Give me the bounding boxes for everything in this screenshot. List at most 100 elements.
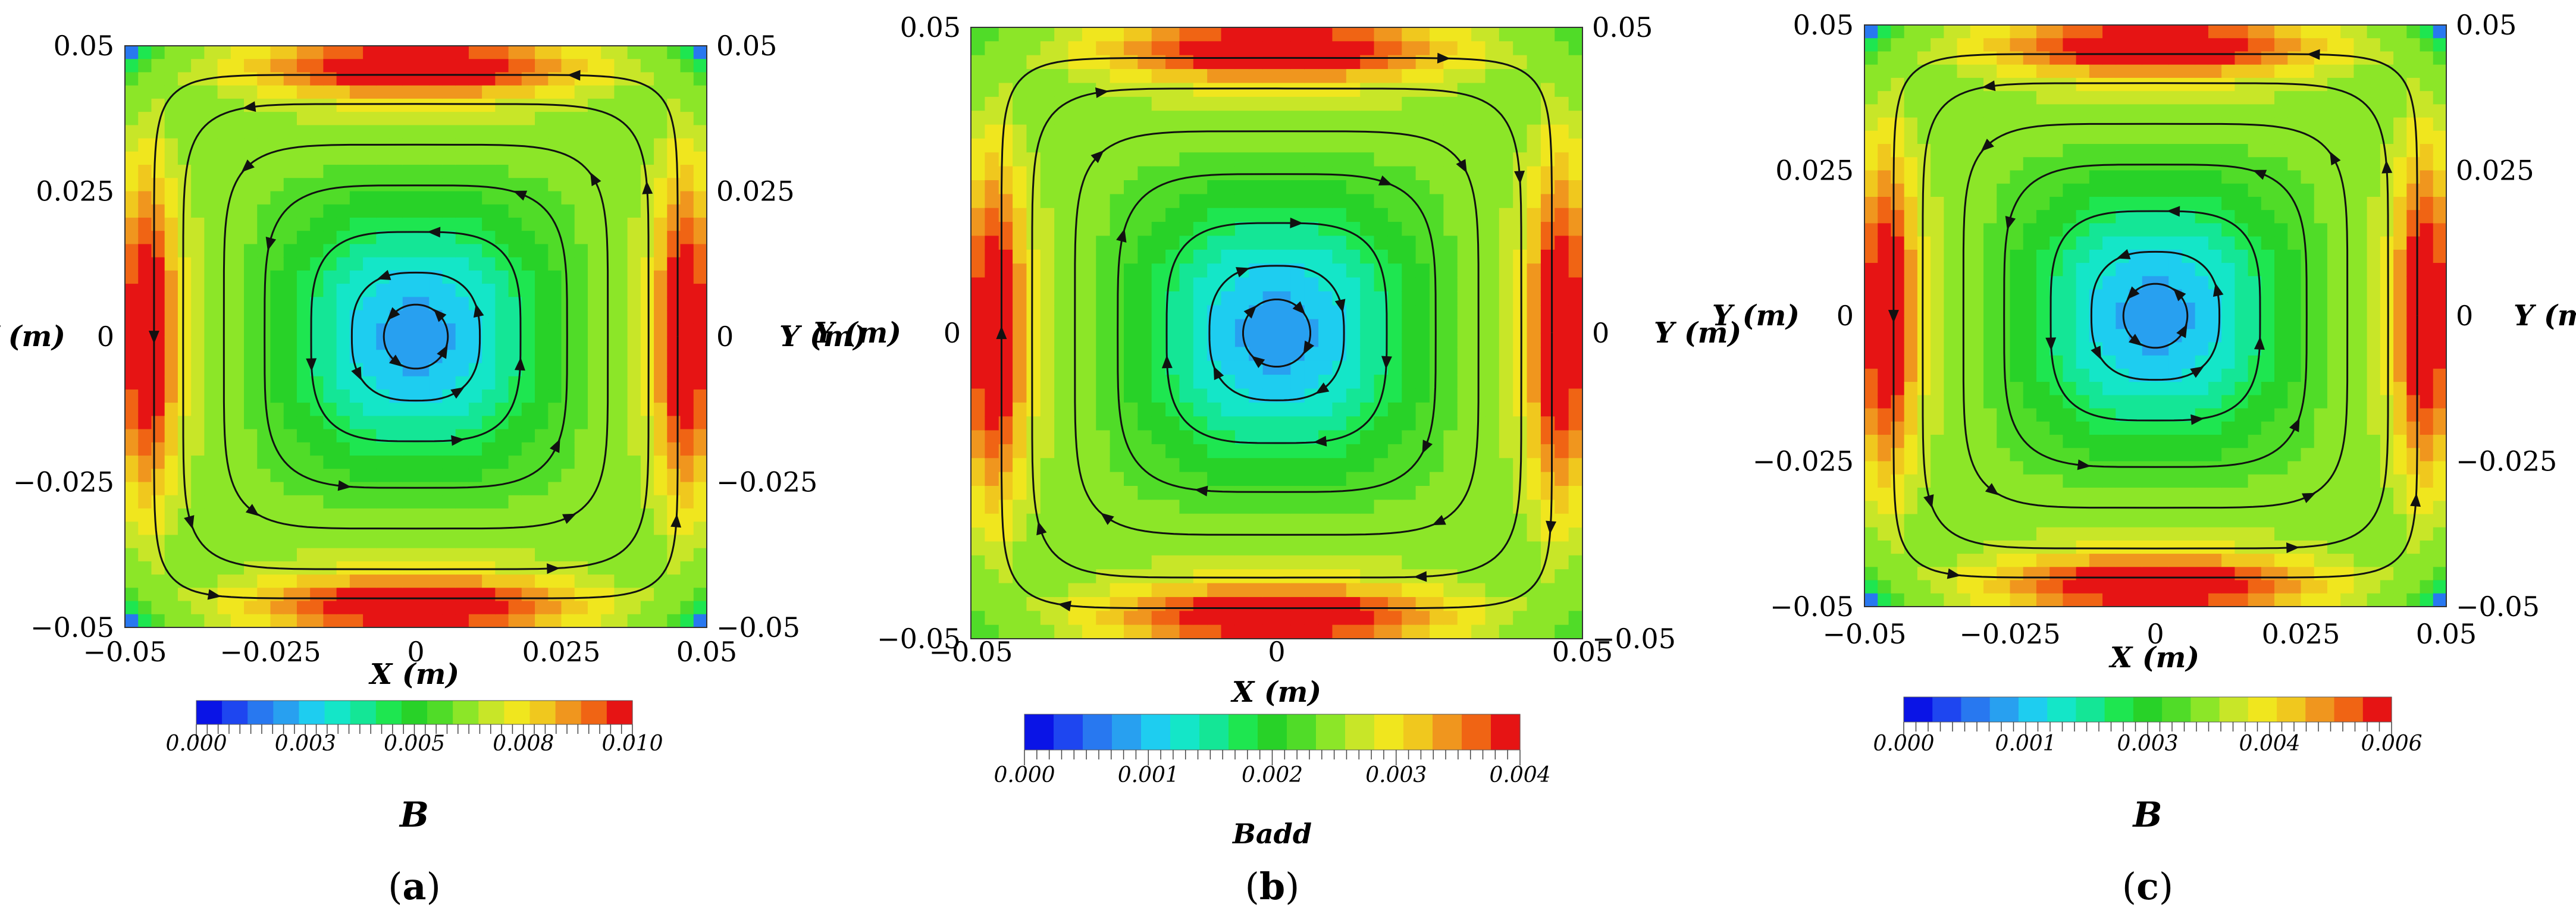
y-tick-label-left: −0.025: [1753, 445, 1854, 478]
flow-arrow: [1251, 356, 1265, 368]
flow-arrow: [1432, 514, 1446, 526]
flow-arrow: [1456, 159, 1467, 173]
flow-arrow: [1982, 80, 1996, 92]
flow-arrow: [1422, 439, 1433, 454]
colorbar-swatch: [1904, 697, 1933, 722]
streamline: [1242, 299, 1311, 368]
x-tick-label: 0: [407, 636, 424, 668]
flow-arrow: [245, 504, 259, 516]
colorbar-swatch: [2076, 697, 2105, 722]
flow-arrow: [1116, 228, 1127, 243]
y-axis-label-left: Y (m): [814, 316, 901, 350]
x-tick-label: 0.025: [2262, 618, 2340, 650]
y-tick-label-right: 0.025: [716, 175, 795, 208]
flow-arrow: [513, 190, 528, 201]
colorbar-swatch: [2305, 697, 2335, 722]
x-axis-label: X (m): [2108, 641, 2199, 674]
colorbar-swatch: [222, 701, 248, 724]
streamline: [2049, 210, 2261, 422]
flow-arrow: [567, 70, 581, 81]
flow-arrow: [2116, 249, 2131, 259]
y-tick-label-right: 0.025: [2456, 155, 2534, 187]
flow-arrow: [2045, 337, 2057, 351]
panel-label: (c): [2122, 865, 2173, 908]
y-tick-label-right: 0: [716, 321, 734, 353]
flow-arrow: [451, 435, 465, 446]
colorbar-tick-label: 0.006: [2361, 732, 2422, 756]
flow-arrow: [2254, 336, 2265, 350]
plot-frame: [970, 27, 1583, 639]
flow-arrow: [2128, 334, 2142, 346]
colorbar-swatch: [2162, 697, 2191, 722]
colorbar-tick-label: 0.001: [1118, 763, 1179, 787]
colorbar-swatch: [2133, 697, 2163, 722]
flow-arrow: [1057, 601, 1071, 611]
streamlines: [148, 70, 682, 600]
colorbar-tick-label: 0.003: [2117, 732, 2178, 756]
colorbar-title: Badd: [1231, 818, 1312, 850]
flow-arrow: [337, 480, 352, 491]
colorbar-title: B: [2132, 795, 2162, 835]
y-tick-label-left: 0.05: [54, 30, 114, 62]
flow-arrow: [670, 514, 682, 528]
flow-arrow: [1980, 139, 1994, 152]
colorbar-swatch: [1433, 714, 1462, 750]
flow-arrow: [2307, 49, 2320, 60]
flow-arrow: [473, 303, 484, 318]
y-tick-label-right: 0.05: [716, 30, 777, 62]
flow-arrow: [2286, 542, 2300, 554]
flow-arrow: [433, 309, 447, 322]
plot-frame: [124, 45, 707, 628]
flow-arrow: [207, 589, 221, 600]
y-tick-label-right: 0.05: [1592, 11, 1653, 43]
colorbar-swatch: [247, 701, 274, 724]
contour-field: [125, 46, 707, 627]
flow-arrow: [996, 326, 1007, 340]
colorbar-swatch: [1141, 714, 1171, 750]
flow-arrow: [1888, 310, 1899, 324]
flow-arrow: [1213, 366, 1224, 381]
colorbar-tick-label: 0.004: [2239, 732, 2300, 756]
y-tick-label-left: 0.025: [36, 175, 114, 208]
colorbar-swatch: [1199, 714, 1229, 750]
flow-arrow: [2190, 414, 2204, 425]
y-tick-label-left: −0.05: [877, 623, 961, 655]
flow-arrow: [1334, 299, 1346, 313]
flow-arrow: [1313, 435, 1327, 447]
colorbar-swatch: [273, 701, 300, 724]
flow-arrow: [2301, 492, 2316, 504]
flow-arrow: [351, 366, 362, 381]
panel-c: −0.05 −0.025 0 0.025 0.05−0.05 −0.05−0.025 −0.…: [1712, 9, 2576, 908]
flow-arrow: [241, 159, 255, 172]
colorbar-swatch: [2104, 697, 2134, 722]
colorbar-swatch: [581, 701, 607, 724]
colorbar-tick-label: 0.000: [165, 732, 227, 756]
y-tick-label-left: −0.05: [1770, 591, 1854, 623]
colorbar-swatch: [1054, 714, 1083, 750]
plot-frame: [1864, 24, 2447, 607]
colorbar: 0.000 0.003 0.005 0.008 0.010: [165, 700, 663, 756]
colorbar-tick-label: 0.000: [994, 763, 1055, 787]
streamline: [2122, 282, 2189, 349]
flow-arrow: [1243, 305, 1257, 319]
flow-arrow: [306, 358, 317, 372]
flow-arrow: [437, 344, 448, 359]
flow-arrow: [2190, 366, 2204, 378]
colorbar-swatch: [1229, 714, 1258, 750]
flow-arrow: [1036, 521, 1047, 536]
x-tick-label: 0: [1268, 636, 1285, 668]
colorbar-tick-label: 0.002: [1242, 763, 1303, 787]
colorbar-swatch: [1024, 714, 1054, 750]
colorbar-tick-label: 0.005: [384, 732, 445, 756]
flow-arrow: [1303, 340, 1315, 355]
y-axis-label-left: Y (m): [0, 320, 65, 353]
colorbar-swatch: [1491, 714, 1521, 750]
flow-arrow: [549, 438, 560, 453]
colorbar-swatch: [1374, 714, 1404, 750]
y-axis-label-right: Y (m): [2514, 299, 2576, 332]
flow-arrow: [2381, 160, 2393, 174]
colorbar-swatch: [401, 701, 428, 724]
flow-arrow: [1100, 513, 1114, 525]
streamlines: [996, 52, 1557, 611]
y-axis-label-right: Y (m): [1654, 316, 1741, 350]
